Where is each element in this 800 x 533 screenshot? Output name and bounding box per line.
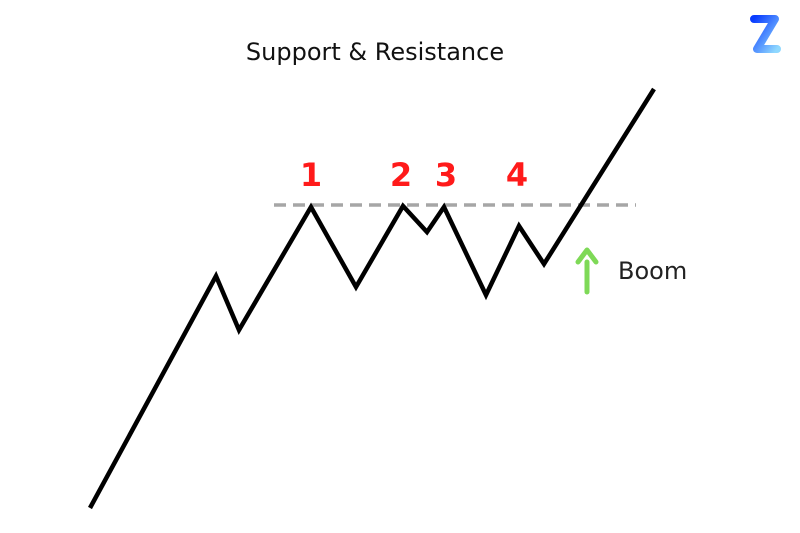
z-logo-icon bbox=[750, 15, 781, 53]
arrow-up-icon bbox=[575, 247, 599, 295]
touch-label-1: 1 bbox=[300, 156, 322, 194]
touch-label-3: 3 bbox=[435, 156, 457, 194]
touch-label-4: 4 bbox=[506, 156, 528, 194]
touch-label-2: 2 bbox=[390, 156, 412, 194]
price-line bbox=[88, 87, 656, 510]
breakout-label: Boom bbox=[618, 257, 687, 285]
diagram-title: Support & Resistance bbox=[246, 38, 504, 66]
